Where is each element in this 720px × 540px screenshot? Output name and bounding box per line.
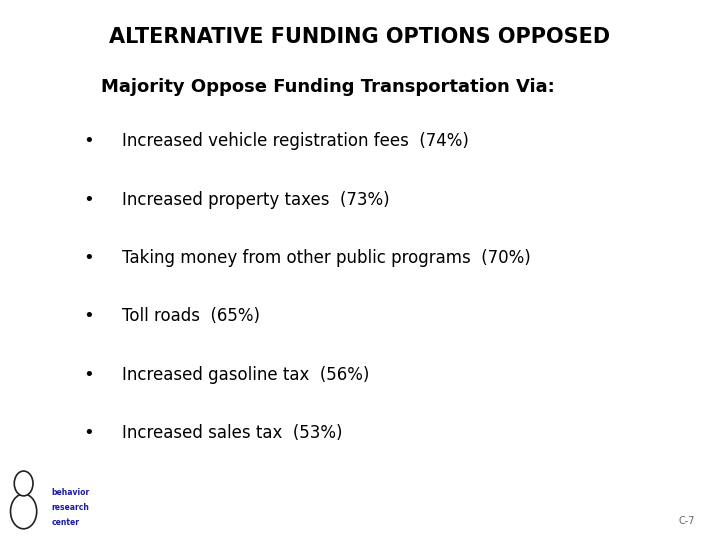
Text: center: center [52, 518, 80, 528]
Text: •: • [83, 366, 94, 383]
Text: Majority Oppose Funding Transportation Via:: Majority Oppose Funding Transportation V… [101, 78, 554, 96]
Text: Increased sales tax  (53%): Increased sales tax (53%) [122, 424, 343, 442]
Text: Taking money from other public programs  (70%): Taking money from other public programs … [122, 249, 531, 267]
Text: research: research [52, 503, 90, 512]
Text: Toll roads  (65%): Toll roads (65%) [122, 307, 261, 325]
Text: behavior: behavior [52, 488, 90, 497]
Text: C-7: C-7 [678, 516, 695, 526]
Text: •: • [83, 191, 94, 208]
Circle shape [11, 494, 37, 529]
Text: •: • [83, 424, 94, 442]
Text: ALTERNATIVE FUNDING OPTIONS OPPOSED: ALTERNATIVE FUNDING OPTIONS OPPOSED [109, 27, 611, 47]
Text: Increased vehicle registration fees  (74%): Increased vehicle registration fees (74%… [122, 132, 469, 150]
Text: Increased gasoline tax  (56%): Increased gasoline tax (56%) [122, 366, 370, 383]
Circle shape [14, 471, 33, 496]
Text: •: • [83, 249, 94, 267]
Text: •: • [83, 132, 94, 150]
Text: •: • [83, 307, 94, 325]
Text: Increased property taxes  (73%): Increased property taxes (73%) [122, 191, 390, 208]
